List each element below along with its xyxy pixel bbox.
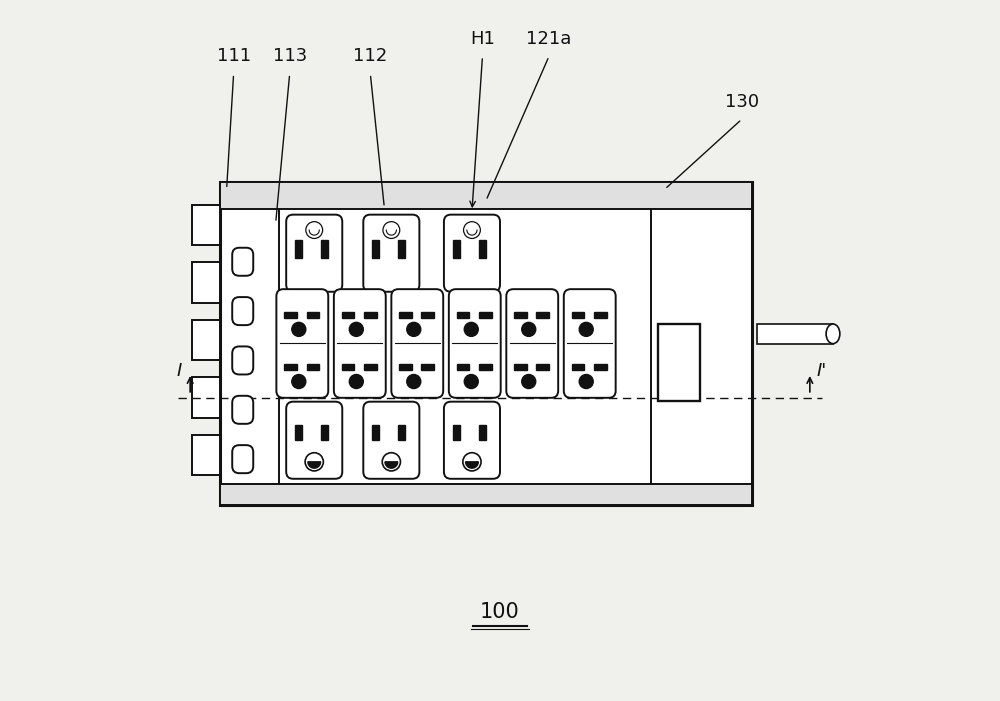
Bar <box>220 182 752 209</box>
Bar <box>342 312 354 318</box>
Bar <box>572 312 584 318</box>
Text: 121a: 121a <box>526 29 572 48</box>
Bar <box>192 435 220 475</box>
Text: 111: 111 <box>217 47 251 65</box>
Circle shape <box>306 222 323 238</box>
Bar <box>398 240 405 259</box>
Bar <box>321 240 328 259</box>
FancyBboxPatch shape <box>444 215 500 292</box>
Bar <box>594 364 607 370</box>
Bar <box>658 325 700 402</box>
Bar <box>399 312 412 318</box>
FancyBboxPatch shape <box>334 289 386 398</box>
FancyBboxPatch shape <box>232 346 253 374</box>
Bar <box>399 364 412 370</box>
Bar <box>757 324 833 343</box>
Bar <box>192 205 220 245</box>
Bar <box>192 320 220 360</box>
Circle shape <box>464 374 478 388</box>
Bar <box>536 364 549 370</box>
FancyBboxPatch shape <box>391 289 443 398</box>
Circle shape <box>407 374 421 388</box>
Circle shape <box>464 222 480 238</box>
FancyBboxPatch shape <box>276 289 328 398</box>
Bar <box>594 312 607 318</box>
Bar <box>307 364 319 370</box>
Circle shape <box>349 374 363 388</box>
Circle shape <box>305 453 323 471</box>
Bar <box>192 262 220 303</box>
Circle shape <box>463 453 481 471</box>
FancyBboxPatch shape <box>232 297 253 325</box>
Text: 113: 113 <box>273 47 307 65</box>
Circle shape <box>464 322 478 336</box>
Bar <box>220 484 752 505</box>
FancyBboxPatch shape <box>363 402 419 479</box>
Circle shape <box>349 322 363 336</box>
Text: I': I' <box>817 362 827 380</box>
Bar <box>514 364 527 370</box>
Text: 100: 100 <box>480 601 520 622</box>
Circle shape <box>292 322 306 336</box>
Polygon shape <box>385 462 398 468</box>
Bar <box>295 240 302 259</box>
Bar <box>479 240 486 259</box>
Bar <box>192 377 220 418</box>
Text: 112: 112 <box>353 47 387 65</box>
Bar <box>321 425 328 440</box>
Bar <box>572 364 584 370</box>
Bar <box>364 312 377 318</box>
Circle shape <box>407 322 421 336</box>
FancyBboxPatch shape <box>444 402 500 479</box>
Bar <box>342 364 354 370</box>
Bar <box>457 312 469 318</box>
Bar <box>220 182 752 505</box>
Bar <box>398 425 405 440</box>
FancyBboxPatch shape <box>449 289 501 398</box>
FancyBboxPatch shape <box>286 402 342 479</box>
FancyBboxPatch shape <box>286 215 342 292</box>
Bar <box>536 312 549 318</box>
Polygon shape <box>308 462 321 468</box>
Text: 130: 130 <box>725 93 759 111</box>
Bar <box>421 312 434 318</box>
Circle shape <box>579 374 593 388</box>
FancyBboxPatch shape <box>232 445 253 473</box>
Bar <box>514 312 527 318</box>
FancyBboxPatch shape <box>564 289 616 398</box>
Bar <box>453 240 460 259</box>
FancyBboxPatch shape <box>506 289 558 398</box>
Bar <box>479 364 492 370</box>
FancyBboxPatch shape <box>232 396 253 424</box>
Text: H1: H1 <box>470 29 495 48</box>
Bar <box>372 240 379 259</box>
Circle shape <box>522 374 536 388</box>
Bar <box>307 312 319 318</box>
Circle shape <box>522 322 536 336</box>
Bar <box>479 425 486 440</box>
Circle shape <box>383 222 400 238</box>
Bar <box>421 364 434 370</box>
Bar <box>479 312 492 318</box>
Bar <box>372 425 379 440</box>
Circle shape <box>292 374 306 388</box>
Circle shape <box>382 453 400 471</box>
Text: I: I <box>176 362 182 380</box>
Bar <box>453 425 460 440</box>
Polygon shape <box>466 462 478 468</box>
Ellipse shape <box>826 324 840 343</box>
FancyBboxPatch shape <box>232 247 253 275</box>
Bar <box>364 364 377 370</box>
Bar <box>295 425 302 440</box>
Circle shape <box>579 322 593 336</box>
Bar <box>457 364 469 370</box>
Bar <box>284 312 297 318</box>
Bar <box>284 364 297 370</box>
FancyBboxPatch shape <box>363 215 419 292</box>
